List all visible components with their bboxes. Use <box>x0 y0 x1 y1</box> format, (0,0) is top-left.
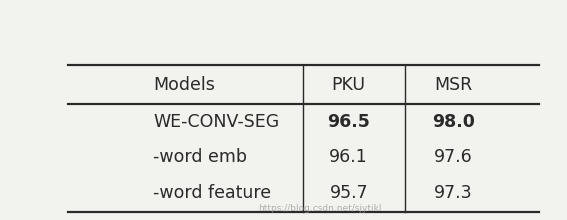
Text: 95.7: 95.7 <box>329 183 368 202</box>
Text: 96.1: 96.1 <box>329 148 368 166</box>
Text: WE-CONV-SEG: WE-CONV-SEG <box>153 113 280 131</box>
Text: MSR: MSR <box>434 76 473 94</box>
Text: 96.5: 96.5 <box>327 113 370 131</box>
Text: 97.6: 97.6 <box>434 148 473 166</box>
Text: -word emb: -word emb <box>153 148 247 166</box>
Text: Models: Models <box>153 76 215 94</box>
Text: 97.3: 97.3 <box>434 183 473 202</box>
Text: https://blog.csdn.net/sjytikl: https://blog.csdn.net/sjytikl <box>259 204 382 213</box>
Text: 98.0: 98.0 <box>432 113 475 131</box>
Text: PKU: PKU <box>332 76 366 94</box>
Text: -word feature: -word feature <box>153 183 271 202</box>
